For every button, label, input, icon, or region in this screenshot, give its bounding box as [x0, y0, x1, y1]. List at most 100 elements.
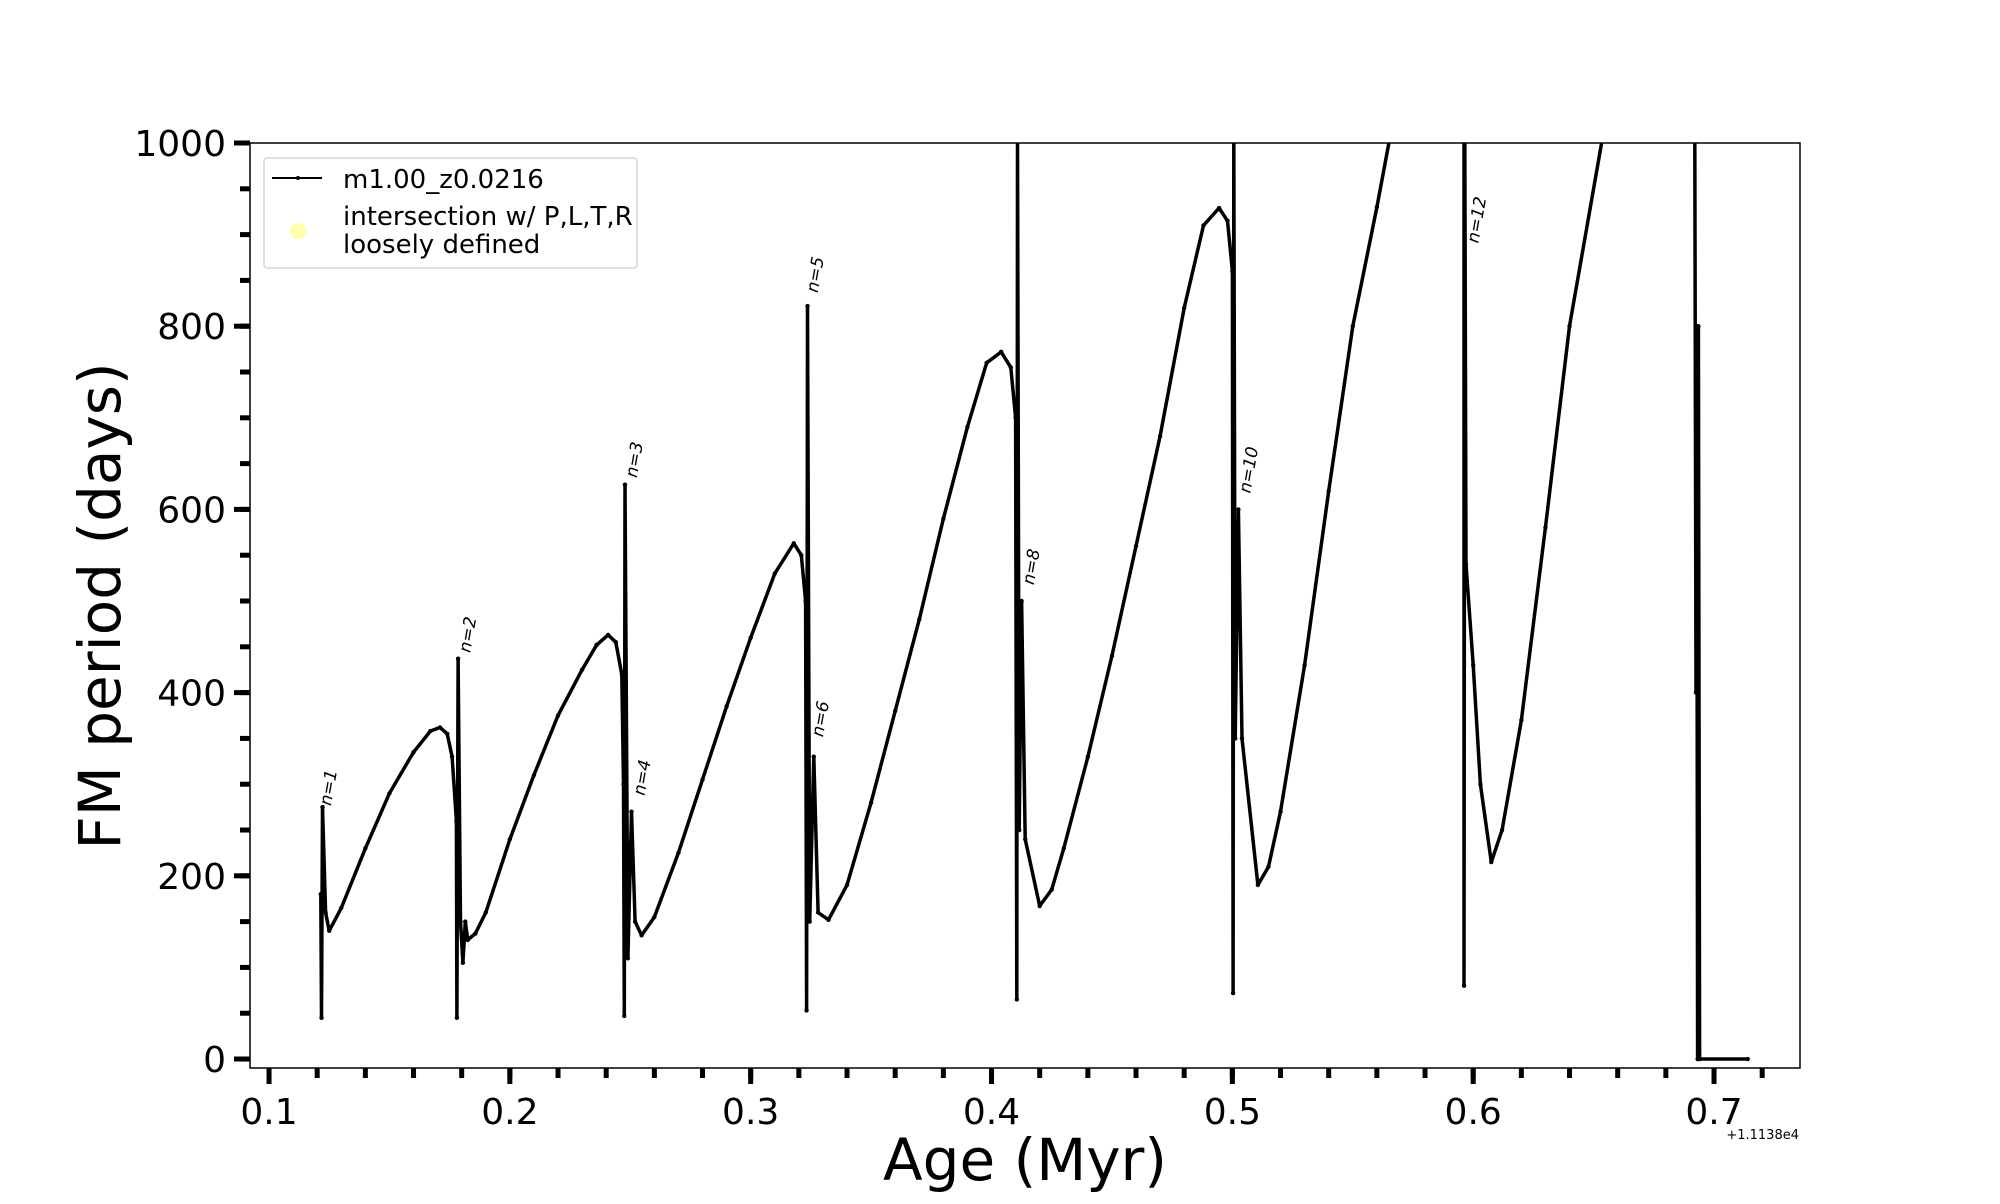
series-point [1014, 997, 1020, 1002]
series-point [1201, 223, 1206, 228]
series-point [941, 516, 946, 521]
series-point [676, 850, 681, 856]
x-tick-label: 0.3 [722, 1092, 779, 1133]
series-point [1693, 690, 1699, 695]
series-point [621, 782, 626, 787]
series-point [632, 919, 638, 924]
series-point [619, 672, 625, 677]
series-point [826, 917, 831, 922]
y-axis: 0 200 400 600 800 1000 [134, 124, 250, 1081]
series-point [1233, 736, 1238, 741]
series-point [652, 914, 657, 920]
series-point [1008, 365, 1013, 370]
series-point [445, 731, 450, 737]
series-point [1499, 827, 1505, 833]
series-point [1470, 662, 1476, 668]
series-point [1133, 543, 1139, 549]
series-point [622, 1013, 627, 1019]
series-point [805, 303, 810, 309]
series-point [1157, 433, 1163, 439]
series-point [1181, 305, 1187, 311]
series-point [1232, 132, 1236, 136]
x-offset-text: +1.1138e4 [1726, 1128, 1799, 1143]
series-point [1462, 132, 1466, 136]
series-point [363, 846, 368, 851]
series-point [323, 910, 328, 915]
series-point [507, 836, 513, 842]
series-point [1013, 415, 1018, 421]
axes-frame [249, 142, 1801, 1069]
series-point [1015, 132, 1019, 136]
y-tick-label: 0 [203, 1040, 226, 1081]
series-point [803, 598, 808, 604]
series-point [748, 635, 753, 640]
plot-area [250, 143, 1800, 1068]
series-point [625, 956, 631, 961]
series-point [428, 728, 433, 734]
annotations: n=1n=2n=3n=4n=5n=6n=8n=10n=12 [316, 195, 1491, 807]
x-axis: 0.1 0.2 0.3 0.4 0.5 0.6 0.7 [240, 1068, 1765, 1133]
series-point [1019, 598, 1024, 604]
x-tick-label: 0.4 [963, 1092, 1020, 1133]
series-point [605, 632, 611, 638]
series-point [1302, 662, 1307, 668]
series-point [1023, 836, 1028, 842]
x-tick-label: 0.7 [1685, 1092, 1742, 1133]
series-point [1374, 204, 1380, 210]
series-point [639, 933, 644, 938]
series-point [892, 708, 898, 714]
series-point [1745, 1056, 1750, 1062]
x-tick-label: 0.1 [240, 1092, 297, 1133]
series-point [455, 656, 461, 661]
legend-label-series: m1.00_z0.0216 [343, 165, 544, 195]
series-point [458, 919, 463, 924]
series-point [1543, 525, 1548, 530]
series-point [1696, 324, 1701, 329]
series-point [320, 804, 325, 810]
series-point [700, 777, 705, 782]
series-point [965, 424, 970, 430]
legend-line-marker-dot [296, 176, 300, 180]
series-point [804, 1008, 809, 1013]
series-point [318, 891, 324, 897]
series-point [799, 553, 804, 558]
series-point [1225, 218, 1230, 224]
series-layer [318, 132, 1750, 1062]
series-point [594, 642, 599, 648]
series-point [613, 640, 619, 645]
series-point [1489, 859, 1494, 865]
series-point [998, 349, 1004, 355]
series-point [772, 571, 777, 576]
series-point [1519, 717, 1524, 723]
series-point [449, 754, 455, 759]
series-point [1463, 562, 1469, 567]
series-point [1255, 882, 1261, 888]
series-point [1236, 507, 1241, 512]
series-point [319, 1015, 324, 1021]
series-point [483, 910, 488, 915]
y-tick-label: 200 [157, 857, 226, 898]
series-point [1017, 827, 1022, 833]
series-point [579, 667, 585, 672]
series-point [460, 960, 466, 966]
x-tick-label: 0.2 [481, 1092, 538, 1133]
series-point [1461, 983, 1467, 988]
y-axis-label: FM period (days) [66, 362, 134, 849]
series-point [555, 713, 561, 718]
series-point [811, 754, 816, 759]
legend-circle-marker [290, 223, 306, 239]
x-tick-label: 0.5 [1204, 1092, 1261, 1133]
series-point [1049, 887, 1054, 892]
series-point [1350, 324, 1355, 329]
series-point [629, 809, 634, 814]
series-point [1230, 269, 1235, 274]
y-tick-label: 400 [157, 674, 226, 715]
series-point [339, 905, 344, 911]
series-point [387, 791, 392, 796]
series-point [1693, 132, 1697, 136]
series-point [1061, 846, 1066, 851]
series-point [327, 928, 332, 933]
series-point [724, 704, 729, 709]
series-point [411, 749, 416, 755]
